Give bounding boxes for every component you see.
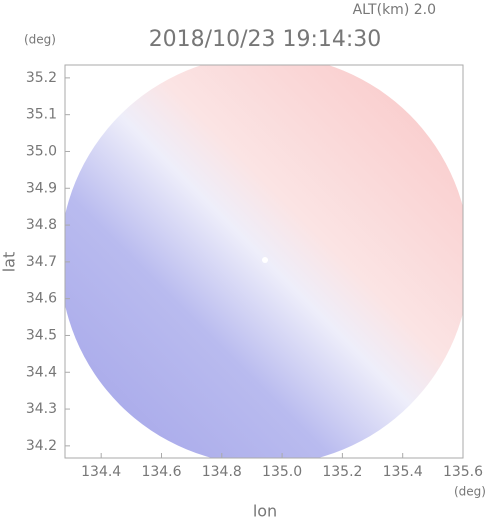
y-tick-label: 34.4 [26,364,57,380]
chart-title: 2018/10/23 19:14:30 [149,27,382,52]
y-tick-label: 35.1 [26,107,57,123]
y-tick-label: 34.8 [26,217,57,233]
y-tick-label: 34.9 [26,180,57,196]
x-unit: (deg) [454,485,486,499]
y-tick-label: 34.3 [26,401,57,417]
x-tick-label: 135.6 [443,464,483,480]
x-tick-label: 135.4 [383,464,423,480]
x-tick-label: 134.4 [81,464,121,480]
x-tick-label: 135.0 [262,464,302,480]
x-tick-label: 135.2 [322,464,362,480]
x-tick-label: 134.6 [141,464,181,480]
radar-field [65,65,463,458]
y-tick-label: 35.0 [26,143,57,159]
x-axis-label: lon [253,502,277,521]
radar-site [262,257,268,263]
y-tick-label: 34.2 [26,438,57,454]
y-tick-label: 34.6 [26,291,57,307]
y-tick-label: 35.2 [26,70,57,86]
x-tick-label: 134.8 [202,464,242,480]
y-unit: (deg) [24,33,56,47]
y-axis-label: lat [0,252,19,273]
y-tick-label: 34.5 [26,327,57,343]
y-tick-label: 34.7 [26,254,57,270]
altitude: ALT(km) 2.0 [353,2,436,18]
